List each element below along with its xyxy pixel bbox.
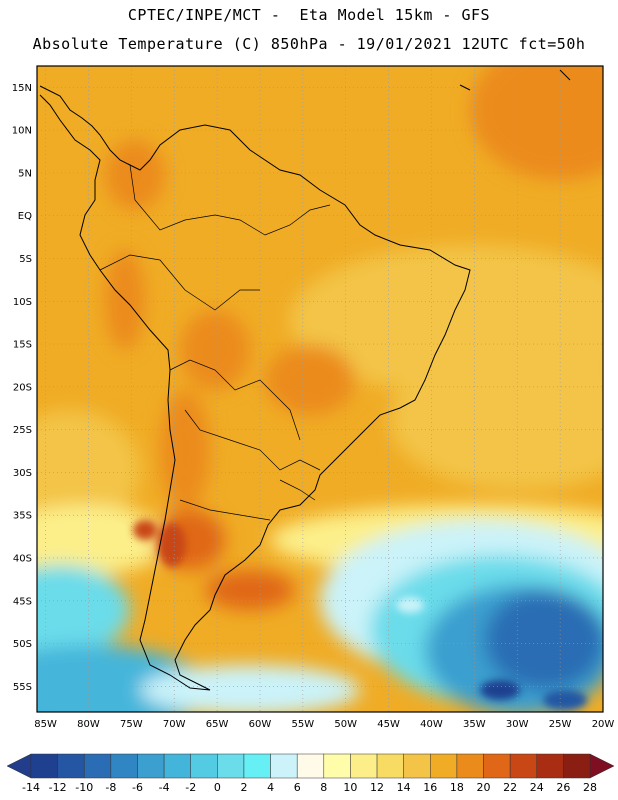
colorbar-swatch xyxy=(323,753,351,779)
lat-label: 15N xyxy=(12,83,32,94)
colorbar-swatch xyxy=(217,753,245,779)
lat-label: 5N xyxy=(18,168,32,179)
colorbar-label: 12 xyxy=(370,781,384,794)
lat-label: 55S xyxy=(13,682,32,693)
lat-label: EQ xyxy=(18,211,32,222)
lon-label: 45W xyxy=(377,719,400,730)
colorbar-swatch xyxy=(30,753,58,779)
colorbar-label: -8 xyxy=(105,781,116,794)
lon-label: 35W xyxy=(463,719,486,730)
lat-label: 40S xyxy=(13,553,32,564)
colorbar-swatch xyxy=(350,753,378,779)
lon-label: 80W xyxy=(77,719,100,730)
colorbar-swatch xyxy=(190,753,218,779)
colorbar-swatch xyxy=(57,753,85,779)
lon-label: 85W xyxy=(34,719,57,730)
colorbar-over-arrow xyxy=(589,753,615,779)
colorbar-label: 10 xyxy=(343,781,357,794)
colorbar-label: 16 xyxy=(423,781,437,794)
lat-label: 25S xyxy=(13,425,32,436)
colorbar-label: 24 xyxy=(530,781,544,794)
latitude-labels: 15N 10N 5N EQ 5S 10S 15S 20S 25S 30S 35S 40S 45S 50S 5… xyxy=(12,83,32,693)
colorbar-swatch xyxy=(563,753,591,779)
lon-label: 40W xyxy=(420,719,443,730)
lon-label: 25W xyxy=(549,719,572,730)
colorbar-swatch xyxy=(110,753,138,779)
colorbar-label: -4 xyxy=(159,781,170,794)
colorbar-label: 0 xyxy=(214,781,221,794)
lon-label: 60W xyxy=(249,719,272,730)
colorbar-swatch xyxy=(243,753,271,779)
colorbar-swatch xyxy=(376,753,404,779)
coastlines xyxy=(39,69,571,691)
colorbar-swatch xyxy=(403,753,431,779)
colorbar-label: -12 xyxy=(49,781,67,794)
colorbar-swatch xyxy=(509,753,538,779)
lat-label: 15S xyxy=(13,340,32,351)
lat-label: 10S xyxy=(13,297,32,308)
lon-label: 75W xyxy=(120,719,143,730)
colorbar: -14 -12 -10 -8 -6 -4 -2 0 2 4 6 8 10 12 14 16 18 20 22 24 26… xyxy=(6,753,615,794)
colorbar-label: 28 xyxy=(583,781,597,794)
lon-label: 30W xyxy=(506,719,529,730)
colorbar-label: -2 xyxy=(185,781,196,794)
colorbar-label: -6 xyxy=(132,781,143,794)
lat-label: 5S xyxy=(19,254,32,265)
lon-label: 55W xyxy=(292,719,315,730)
longitude-labels: 85W 80W 75W 70W 65W 60W 55W 50W 45W 40W 35W 30W 25W 2… xyxy=(34,719,614,730)
lat-label: 30S xyxy=(13,468,32,479)
lat-label: 50S xyxy=(13,639,32,650)
lat-label: 20S xyxy=(13,382,32,393)
colorbar-swatch xyxy=(483,753,511,779)
colorbar-swatch xyxy=(163,753,191,779)
colorbar-label: 20 xyxy=(477,781,491,794)
colorbar-label: 22 xyxy=(503,781,517,794)
colorbar-under-arrow xyxy=(6,753,32,779)
lon-label: 70W xyxy=(163,719,186,730)
lat-label: 45S xyxy=(13,596,32,607)
temperature-field xyxy=(37,66,603,712)
map-title: CPTEC/INPE/MCT - Eta Model 15km - GFS xyxy=(127,6,491,24)
colorbar-swatch xyxy=(430,753,458,779)
colorbar-label: 6 xyxy=(294,781,301,794)
colorbar-swatch xyxy=(137,753,165,779)
lat-label: 10N xyxy=(12,126,32,137)
lon-label: 20W xyxy=(592,719,615,730)
map-frame xyxy=(36,65,604,713)
colorbar-label: -10 xyxy=(75,781,93,794)
colorbar-swatch xyxy=(456,753,484,779)
colorbar-label: -14 xyxy=(22,781,40,794)
lon-label: 65W xyxy=(206,719,229,730)
lon-label: 50W xyxy=(334,719,357,730)
lat-label: 35S xyxy=(13,511,32,522)
colorbar-swatch xyxy=(270,753,298,779)
colorbar-swatch xyxy=(83,753,112,779)
country-borders xyxy=(99,164,331,521)
colorbar-label: 26 xyxy=(556,781,570,794)
colorbar-label: 2 xyxy=(240,781,247,794)
colorbar-label: 18 xyxy=(450,781,464,794)
colorbar-label: 14 xyxy=(397,781,411,794)
colorbar-swatch xyxy=(296,753,325,779)
colorbar-label: 4 xyxy=(267,781,274,794)
colorbar-label: 8 xyxy=(320,781,327,794)
map-subtitle: Absolute Temperature (C) 850hPa - 19/01/… xyxy=(32,35,586,53)
colorbar-swatch xyxy=(536,753,564,779)
